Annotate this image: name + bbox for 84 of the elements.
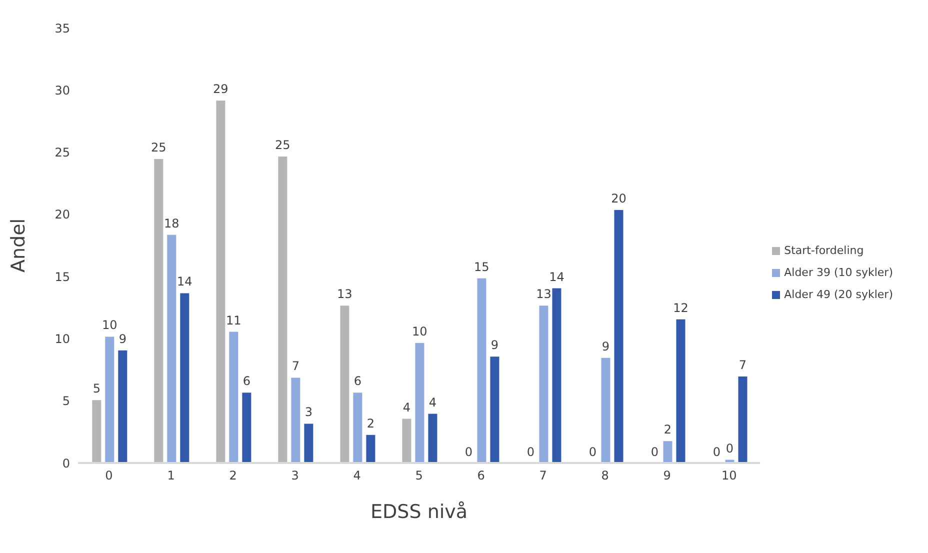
data-label: 0 (650, 445, 659, 459)
data-label: 12 (673, 300, 688, 315)
bar (153, 158, 164, 463)
data-label: 29 (213, 82, 228, 96)
bar (551, 287, 562, 463)
data-label: 0 (464, 445, 473, 459)
data-label: 0 (526, 445, 535, 459)
data-label: 4 (402, 400, 411, 414)
x-tick-label: 5 (415, 468, 423, 483)
data-label: 18 (164, 216, 180, 230)
data-label: 3 (304, 405, 312, 420)
bar (179, 292, 190, 463)
bar (352, 392, 364, 463)
y-tick-label: 0 (62, 456, 70, 470)
y-tick-label: 30 (54, 83, 70, 98)
data-label: 9 (118, 332, 126, 346)
x-tick-label: 4 (353, 468, 361, 483)
data-label: 2 (664, 422, 672, 437)
data-label: 10 (412, 324, 428, 338)
data-label: 2 (366, 416, 374, 430)
x-tick-label: 6 (477, 468, 485, 483)
bar (104, 336, 116, 463)
bar (600, 356, 612, 463)
data-label: 7 (738, 358, 747, 372)
x-tick-label: 1 (167, 468, 175, 483)
legend-label: Start-fordeling (784, 244, 864, 257)
y-axis-title: Andel (8, 218, 30, 273)
data-label: 10 (102, 318, 118, 332)
legend-label: Alder 49 (20 sykler) (784, 288, 893, 301)
bar (303, 422, 314, 463)
data-label: 0 (588, 445, 597, 459)
data-label: 6 (354, 374, 362, 388)
x-tick-label: 10 (721, 468, 737, 483)
data-label: 15 (474, 260, 490, 274)
bar (215, 100, 226, 463)
bar (414, 342, 426, 463)
x-tick-label: 8 (601, 468, 609, 483)
bar (166, 234, 178, 463)
data-label: 5 (92, 382, 100, 396)
y-tick-label: 25 (54, 146, 70, 160)
bar (365, 434, 376, 463)
data-label: 9 (602, 339, 610, 354)
bar (228, 330, 240, 463)
y-tick-label: 5 (62, 394, 70, 408)
x-tick-label: 9 (663, 468, 671, 483)
data-label: 14 (549, 270, 564, 284)
bar (290, 376, 302, 463)
bar (662, 440, 674, 463)
data-label: 11 (226, 313, 242, 328)
x-tick-label: 0 (105, 468, 113, 483)
y-tick-label: 20 (54, 208, 70, 222)
data-label: 9 (490, 338, 499, 352)
x-tick-label: 3 (291, 468, 299, 483)
legend-label: Alder 39 (10 sykler) (784, 266, 893, 279)
data-label: 14 (177, 274, 192, 289)
data-label: 25 (151, 140, 166, 154)
bar (476, 277, 488, 463)
data-label: 0 (726, 441, 734, 456)
bar (117, 349, 128, 463)
y-tick-label: 35 (54, 21, 70, 36)
bar (339, 304, 350, 463)
bar (427, 412, 438, 463)
data-label: 25 (275, 138, 290, 152)
data-label: 0 (712, 445, 721, 459)
bar (613, 208, 624, 463)
y-tick-label: 15 (54, 270, 70, 284)
bar (737, 376, 748, 463)
data-label: 20 (611, 191, 626, 206)
bar (675, 318, 686, 463)
data-label: 7 (292, 359, 300, 374)
x-axis-title: EDSS nivå (370, 501, 468, 523)
bar (241, 392, 252, 463)
bar (401, 418, 412, 463)
x-tick-label: 7 (539, 468, 547, 483)
data-label: 6 (242, 374, 250, 388)
bar (277, 156, 288, 463)
x-tick-label: 2 (229, 468, 237, 483)
bar (538, 304, 550, 463)
data-label: 13 (337, 287, 352, 302)
bar (91, 399, 102, 463)
y-tick-label: 10 (54, 332, 70, 346)
data-label: 13 (536, 287, 552, 302)
data-label: 4 (428, 395, 437, 410)
bar (489, 356, 500, 463)
